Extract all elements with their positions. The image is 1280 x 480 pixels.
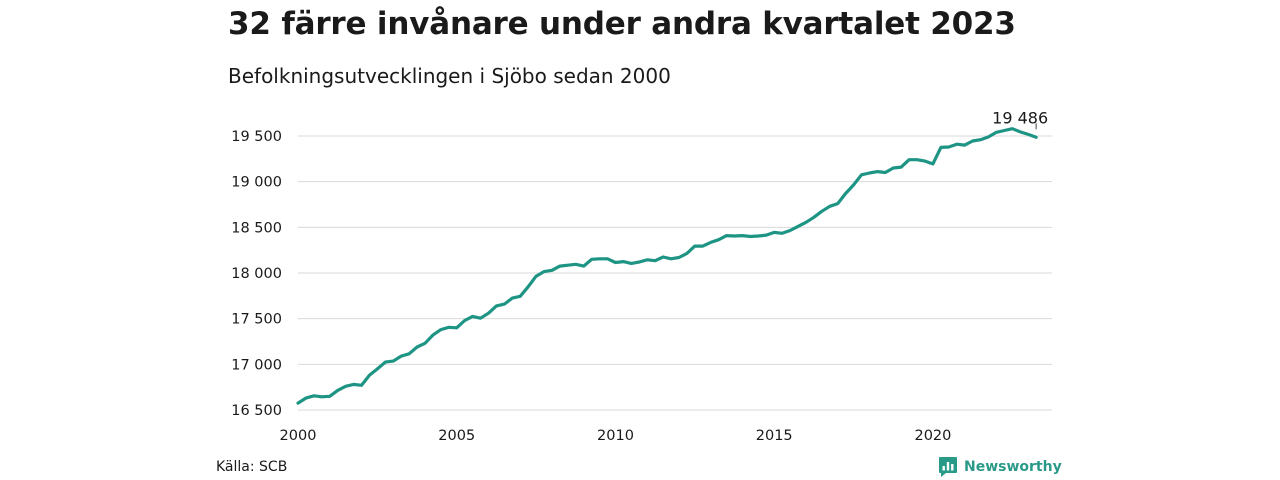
series-line <box>296 127 1038 405</box>
series-group <box>296 127 1038 405</box>
brand-logo: Newsworthy <box>938 456 1062 478</box>
y-tick-label: 19 500 <box>231 129 282 145</box>
newsworthy-logo-icon <box>939 457 957 477</box>
end-value-label: 19 486 <box>992 108 1048 127</box>
x-tick-label: 2015 <box>756 428 793 444</box>
x-tick-label: 2010 <box>597 428 634 444</box>
x-axis-ticks: 2000 2005 2010 2015 2020 <box>280 428 952 444</box>
source-note: Källa: SCB <box>216 459 288 475</box>
grid-lines <box>298 135 1052 411</box>
chart-title: 32 färre invånare under andra kvartalet … <box>228 6 1016 42</box>
x-tick-label: 2005 <box>438 428 475 444</box>
y-tick-label: 19 000 <box>231 175 282 191</box>
y-tick-label: 17 000 <box>231 357 282 373</box>
end-annotation: 19 486 <box>992 108 1048 130</box>
y-axis-ticks: 16 500 17 000 17 500 18 000 18 500 19 000 19 5… <box>231 129 282 419</box>
y-tick-label: 18 000 <box>231 266 282 282</box>
x-tick-label: 2000 <box>280 428 317 444</box>
y-tick-label: 18 500 <box>231 220 282 236</box>
y-tick-label: 16 500 <box>231 403 282 419</box>
y-tick-label: 17 500 <box>231 312 282 328</box>
x-tick-label: 2020 <box>914 428 951 444</box>
brand-name: Newsworthy <box>964 459 1062 475</box>
chart-subtitle: Befolkningsutvecklingen i Sjöbo sedan 20… <box>228 64 671 88</box>
